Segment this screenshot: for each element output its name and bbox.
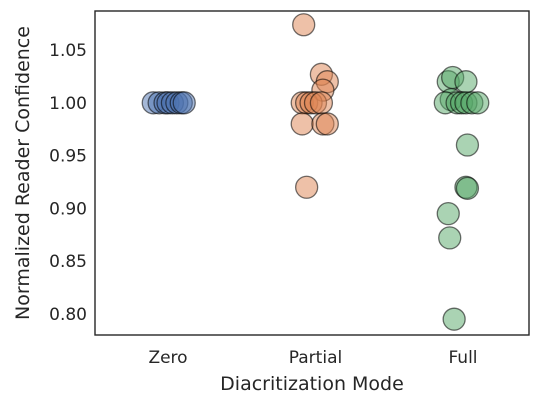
y-tick-label: 0.95 bbox=[49, 147, 87, 167]
data-point bbox=[315, 112, 339, 136]
x-tick-label: Full bbox=[448, 348, 477, 368]
y-tick-label: 1.00 bbox=[49, 94, 87, 114]
y-axis-label: Normalized Reader Confidence bbox=[12, 26, 34, 320]
y-tick-label: 0.80 bbox=[49, 305, 87, 325]
data-point bbox=[436, 201, 460, 226]
data-point bbox=[309, 91, 334, 115]
series-zero bbox=[141, 91, 196, 115]
points-layer bbox=[141, 13, 490, 331]
data-point bbox=[294, 175, 319, 199]
data-point bbox=[442, 307, 466, 331]
plot-frame bbox=[94, 10, 530, 336]
data-point bbox=[466, 91, 490, 115]
x-tick-label: Partial bbox=[289, 348, 342, 368]
y-tick-label: 1.05 bbox=[49, 41, 87, 61]
series-partial bbox=[290, 13, 339, 199]
series-full bbox=[433, 65, 490, 331]
data-point bbox=[454, 70, 478, 94]
data-point bbox=[290, 112, 314, 136]
x-axis-ticks: Zero Partial Full bbox=[148, 348, 477, 368]
data-point bbox=[292, 13, 316, 37]
data-point bbox=[172, 91, 196, 115]
y-tick-label: 0.90 bbox=[49, 199, 87, 219]
data-point bbox=[455, 176, 480, 200]
x-axis-label: Diacritization Mode bbox=[220, 373, 404, 394]
data-point bbox=[455, 133, 480, 157]
y-axis-ticks: 0.80 0.85 0.90 0.95 1.00 1.05 bbox=[49, 41, 87, 325]
data-point bbox=[438, 226, 462, 250]
y-tick-label: 0.85 bbox=[49, 252, 87, 272]
x-tick-label: Zero bbox=[148, 348, 187, 368]
